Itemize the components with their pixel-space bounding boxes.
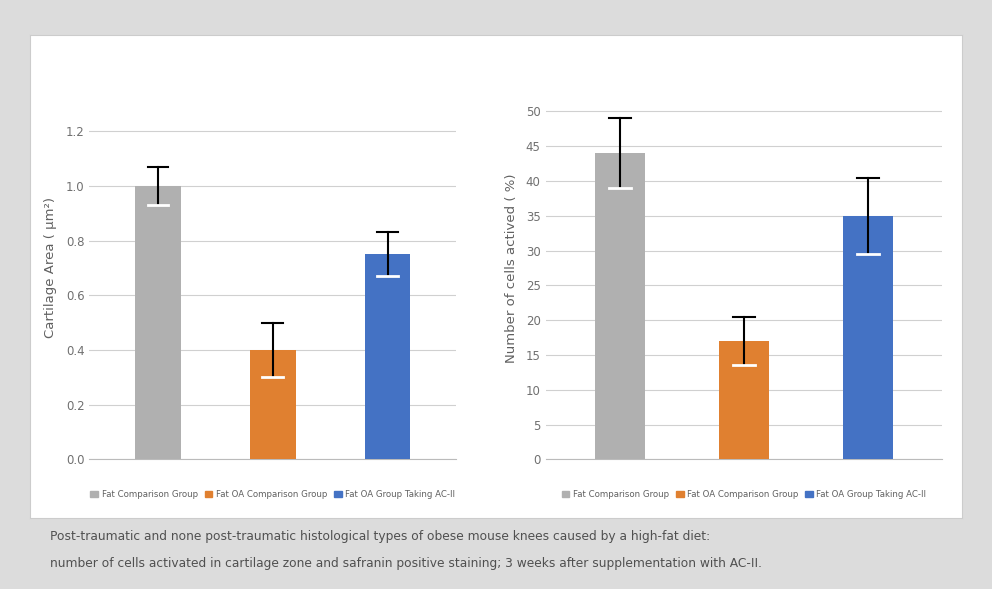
- Bar: [595, 153, 645, 459]
- Legend: Fat Comparison Group, Fat OA Comparison Group, Fat OA Group Taking AC-II: Fat Comparison Group, Fat OA Comparison …: [87, 487, 458, 502]
- Legend: Fat Comparison Group, Fat OA Comparison Group, Fat OA Group Taking AC-II: Fat Comparison Group, Fat OA Comparison …: [558, 487, 930, 502]
- Bar: [364, 254, 411, 459]
- Bar: [135, 186, 181, 459]
- Bar: [719, 341, 769, 459]
- Bar: [250, 350, 296, 459]
- Text: number of cells activated in cartilage zone and safranin positive staining; 3 we: number of cells activated in cartilage z…: [50, 557, 762, 570]
- Text: Post-traumatic and none post-traumatic histological types of obese mouse knees c: Post-traumatic and none post-traumatic h…: [50, 530, 709, 543]
- Y-axis label: Number of cells actived ( %): Number of cells actived ( %): [505, 173, 518, 363]
- Y-axis label: Cartilage Area ( μm²): Cartilage Area ( μm²): [45, 197, 58, 339]
- Bar: [843, 216, 893, 459]
